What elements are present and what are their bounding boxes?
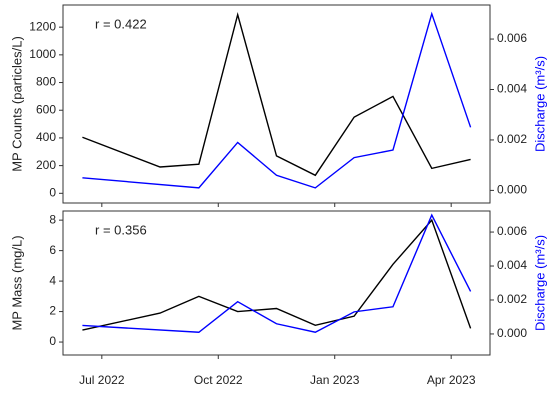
y-tick-label: 600 [36,102,56,116]
y-tick-label: 1200 [29,19,56,33]
y-tick-label: 6 [49,243,56,257]
y-tick-label: 4 [49,273,56,287]
plot-frame [62,4,491,204]
y2-tick-label: 0.004 [497,258,527,272]
data-line [82,11,472,189]
x-tick-label: Oct 2022 [194,373,243,387]
y-axis-label: MP Mass (mg/L) [9,235,24,330]
y2-tick-label: 0.004 [497,82,527,96]
y-tick-label: 0 [49,185,56,199]
x-tick-label: Jan 2023 [310,373,360,387]
y2-tick-label: 0.006 [497,224,527,238]
y2-axis-label: Discharge (m³/s) [532,56,547,152]
y-tick-label: 1000 [29,47,56,61]
annotation: r = 0.356 [95,222,147,237]
data-line [82,218,472,331]
y-tick-label: 2 [49,304,56,318]
x-tick-label: Jul 2022 [79,373,125,387]
y2-tick-label: 0.000 [497,326,527,340]
y-tick-label: 400 [36,130,56,144]
y-tick-label: 200 [36,158,56,172]
data-line [82,11,471,177]
annotation: r = 0.422 [95,16,147,31]
plot-frame [62,210,491,356]
data-line [82,213,472,333]
y-tick-label: 8 [49,212,56,226]
y2-tick-label: 0.000 [497,183,527,197]
y-tick-label: 800 [36,75,56,89]
y2-tick-label: 0.006 [497,31,527,45]
y-tick-label: 0 [49,334,56,348]
y2-tick-label: 0.002 [497,132,527,146]
y2-axis-label: Discharge (m³/s) [532,235,547,331]
x-tick-label: Apr 2023 [427,373,476,387]
y2-tick-label: 0.002 [497,292,527,306]
y-axis-label: MP Counts (particles/L) [9,36,24,172]
